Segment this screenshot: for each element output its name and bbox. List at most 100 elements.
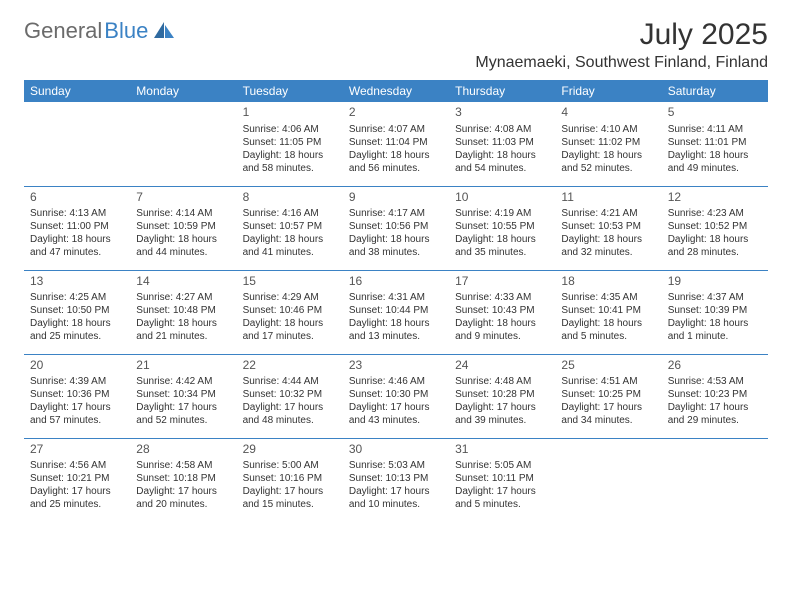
sunrise-text: Sunrise: 4:35 AM	[561, 291, 655, 304]
sunrise-text: Sunrise: 4:10 AM	[561, 123, 655, 136]
calendar-cell	[130, 102, 236, 186]
daylight-text: Daylight: 18 hours and 1 minute.	[668, 317, 762, 343]
calendar-cell: 3Sunrise: 4:08 AMSunset: 11:03 PMDayligh…	[449, 102, 555, 186]
sunset-text: Sunset: 10:34 PM	[136, 388, 230, 401]
sunrise-text: Sunrise: 4:17 AM	[349, 207, 443, 220]
sunset-text: Sunset: 11:02 PM	[561, 136, 655, 149]
day-number: 6	[30, 190, 124, 206]
daylight-text: Daylight: 18 hours and 17 minutes.	[243, 317, 337, 343]
calendar-cell: 19Sunrise: 4:37 AMSunset: 10:39 PMDaylig…	[662, 270, 768, 354]
day-number: 4	[561, 105, 655, 121]
sunrise-text: Sunrise: 4:06 AM	[243, 123, 337, 136]
sunrise-text: Sunrise: 5:05 AM	[455, 459, 549, 472]
calendar-cell: 15Sunrise: 4:29 AMSunset: 10:46 PMDaylig…	[237, 270, 343, 354]
sunrise-text: Sunrise: 5:00 AM	[243, 459, 337, 472]
daylight-text: Daylight: 18 hours and 52 minutes.	[561, 149, 655, 175]
logo-sail-icon	[154, 22, 176, 40]
day-number: 3	[455, 105, 549, 121]
calendar-cell: 14Sunrise: 4:27 AMSunset: 10:48 PMDaylig…	[130, 270, 236, 354]
daylight-text: Daylight: 18 hours and 47 minutes.	[30, 233, 124, 259]
daylight-text: Daylight: 17 hours and 20 minutes.	[136, 485, 230, 511]
daylight-text: Daylight: 18 hours and 25 minutes.	[30, 317, 124, 343]
day-number: 7	[136, 190, 230, 206]
day-number: 28	[136, 442, 230, 458]
calendar-cell: 10Sunrise: 4:19 AMSunset: 10:55 PMDaylig…	[449, 186, 555, 270]
daylight-text: Daylight: 17 hours and 52 minutes.	[136, 401, 230, 427]
daylight-text: Daylight: 17 hours and 39 minutes.	[455, 401, 549, 427]
sunset-text: Sunset: 10:39 PM	[668, 304, 762, 317]
daylight-text: Daylight: 17 hours and 43 minutes.	[349, 401, 443, 427]
sunset-text: Sunset: 10:56 PM	[349, 220, 443, 233]
daylight-text: Daylight: 18 hours and 28 minutes.	[668, 233, 762, 259]
daylight-text: Daylight: 18 hours and 49 minutes.	[668, 149, 762, 175]
calendar-header: Sunday Monday Tuesday Wednesday Thursday…	[24, 80, 768, 102]
day-number: 24	[455, 358, 549, 374]
day-number: 18	[561, 274, 655, 290]
day-number: 15	[243, 274, 337, 290]
sunrise-text: Sunrise: 4:39 AM	[30, 375, 124, 388]
day-number: 11	[561, 190, 655, 206]
day-number: 2	[349, 105, 443, 121]
daylight-text: Daylight: 18 hours and 38 minutes.	[349, 233, 443, 259]
sunset-text: Sunset: 10:55 PM	[455, 220, 549, 233]
calendar-cell: 25Sunrise: 4:51 AMSunset: 10:25 PMDaylig…	[555, 354, 661, 438]
sunset-text: Sunset: 10:28 PM	[455, 388, 549, 401]
sunrise-text: Sunrise: 4:08 AM	[455, 123, 549, 136]
calendar-cell: 24Sunrise: 4:48 AMSunset: 10:28 PMDaylig…	[449, 354, 555, 438]
sunset-text: Sunset: 10:13 PM	[349, 472, 443, 485]
calendar-cell: 11Sunrise: 4:21 AMSunset: 10:53 PMDaylig…	[555, 186, 661, 270]
sunset-text: Sunset: 11:03 PM	[455, 136, 549, 149]
sunrise-text: Sunrise: 4:21 AM	[561, 207, 655, 220]
header-row: GeneralBlue July 2025 Mynaemaeki, Southw…	[24, 18, 768, 72]
daylight-text: Daylight: 18 hours and 13 minutes.	[349, 317, 443, 343]
day-number: 22	[243, 358, 337, 374]
calendar-cell: 17Sunrise: 4:33 AMSunset: 10:43 PMDaylig…	[449, 270, 555, 354]
logo-text-blue: Blue	[104, 18, 148, 44]
location-text: Mynaemaeki, Southwest Finland, Finland	[475, 54, 768, 72]
title-block: July 2025 Mynaemaeki, Southwest Finland,…	[475, 18, 768, 72]
sunset-text: Sunset: 10:52 PM	[668, 220, 762, 233]
day-number: 19	[668, 274, 762, 290]
calendar-cell	[555, 438, 661, 522]
calendar-cell: 9Sunrise: 4:17 AMSunset: 10:56 PMDayligh…	[343, 186, 449, 270]
weekday-header: Tuesday	[237, 80, 343, 102]
daylight-text: Daylight: 17 hours and 10 minutes.	[349, 485, 443, 511]
sunrise-text: Sunrise: 4:25 AM	[30, 291, 124, 304]
daylight-text: Daylight: 18 hours and 41 minutes.	[243, 233, 337, 259]
calendar-cell: 31Sunrise: 5:05 AMSunset: 10:11 PMDaylig…	[449, 438, 555, 522]
daylight-text: Daylight: 18 hours and 44 minutes.	[136, 233, 230, 259]
calendar-cell: 18Sunrise: 4:35 AMSunset: 10:41 PMDaylig…	[555, 270, 661, 354]
day-number: 8	[243, 190, 337, 206]
sunset-text: Sunset: 10:18 PM	[136, 472, 230, 485]
calendar-cell: 13Sunrise: 4:25 AMSunset: 10:50 PMDaylig…	[24, 270, 130, 354]
day-number: 14	[136, 274, 230, 290]
calendar-cell: 1Sunrise: 4:06 AMSunset: 11:05 PMDayligh…	[237, 102, 343, 186]
sunset-text: Sunset: 10:41 PM	[561, 304, 655, 317]
sunrise-text: Sunrise: 4:14 AM	[136, 207, 230, 220]
sunset-text: Sunset: 10:48 PM	[136, 304, 230, 317]
calendar-cell: 22Sunrise: 4:44 AMSunset: 10:32 PMDaylig…	[237, 354, 343, 438]
sunrise-text: Sunrise: 4:46 AM	[349, 375, 443, 388]
calendar-cell: 26Sunrise: 4:53 AMSunset: 10:23 PMDaylig…	[662, 354, 768, 438]
daylight-text: Daylight: 18 hours and 5 minutes.	[561, 317, 655, 343]
sunrise-text: Sunrise: 4:13 AM	[30, 207, 124, 220]
sunrise-text: Sunrise: 5:03 AM	[349, 459, 443, 472]
day-number: 31	[455, 442, 549, 458]
daylight-text: Daylight: 17 hours and 34 minutes.	[561, 401, 655, 427]
calendar-row: 27Sunrise: 4:56 AMSunset: 10:21 PMDaylig…	[24, 438, 768, 522]
daylight-text: Daylight: 17 hours and 15 minutes.	[243, 485, 337, 511]
day-number: 20	[30, 358, 124, 374]
calendar-cell: 21Sunrise: 4:42 AMSunset: 10:34 PMDaylig…	[130, 354, 236, 438]
calendar-row: 6Sunrise: 4:13 AMSunset: 11:00 PMDayligh…	[24, 186, 768, 270]
calendar-cell: 20Sunrise: 4:39 AMSunset: 10:36 PMDaylig…	[24, 354, 130, 438]
month-title: July 2025	[475, 18, 768, 52]
day-number: 29	[243, 442, 337, 458]
day-number: 1	[243, 105, 337, 121]
daylight-text: Daylight: 18 hours and 21 minutes.	[136, 317, 230, 343]
sunset-text: Sunset: 10:53 PM	[561, 220, 655, 233]
day-number: 26	[668, 358, 762, 374]
calendar-cell: 7Sunrise: 4:14 AMSunset: 10:59 PMDayligh…	[130, 186, 236, 270]
day-number: 5	[668, 105, 762, 121]
sunset-text: Sunset: 11:04 PM	[349, 136, 443, 149]
daylight-text: Daylight: 17 hours and 25 minutes.	[30, 485, 124, 511]
